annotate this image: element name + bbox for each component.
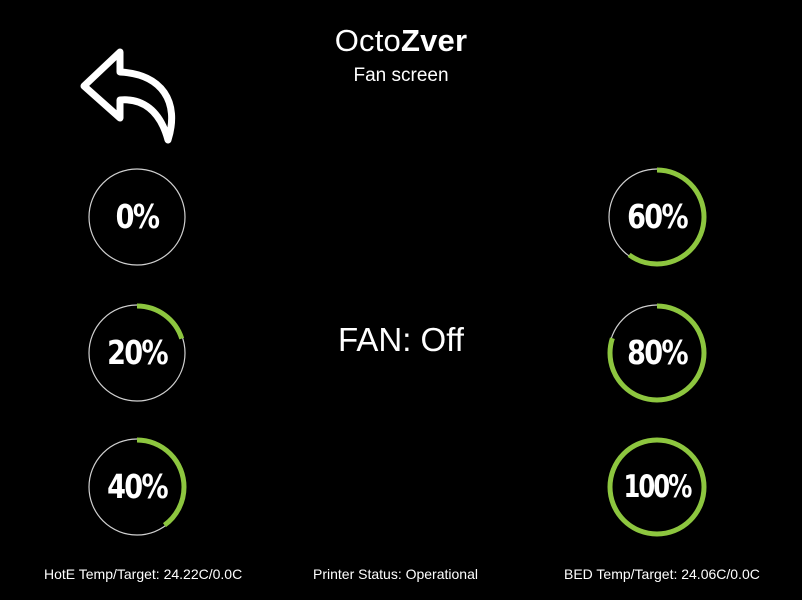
fan-status-text: FAN: Off bbox=[338, 321, 464, 358]
progress-ring-icon bbox=[607, 437, 707, 537]
fan-button-label: 100% bbox=[623, 469, 693, 505]
fan-button-label: 60% bbox=[627, 197, 688, 236]
back-button[interactable] bbox=[76, 44, 184, 148]
app-title: OctoZver bbox=[0, 22, 802, 60]
progress-ring-icon bbox=[87, 303, 187, 403]
progress-ring-icon bbox=[607, 303, 707, 403]
fan-button-label: 80% bbox=[627, 333, 688, 372]
fan-20-percent-button[interactable]: 20% bbox=[86, 302, 188, 404]
fan-button-label: 40% bbox=[107, 467, 168, 506]
fan-80-percent-button[interactable]: 80% bbox=[606, 302, 708, 404]
app-title-bold: Zver bbox=[400, 23, 468, 58]
progress-ring-icon bbox=[88, 168, 186, 266]
header: OctoZver Fan screen bbox=[0, 22, 802, 88]
bed-temp-status: BED Temp/Target: 24.06C/0.0C bbox=[564, 566, 760, 582]
fan-60-percent-button[interactable]: 60% bbox=[606, 166, 708, 268]
fan-0-percent-button[interactable]: 0% bbox=[86, 166, 188, 268]
back-arrow-icon bbox=[80, 48, 176, 144]
progress-ring-icon bbox=[87, 437, 187, 537]
fan-40-percent-button[interactable]: 40% bbox=[86, 436, 188, 538]
printer-status: Printer Status: Operational bbox=[313, 566, 478, 582]
fan-100-percent-button[interactable]: 100% bbox=[606, 436, 708, 538]
hotend-temp-status: HotE Temp/Target: 24.22C/0.0C bbox=[44, 566, 243, 582]
progress-ring-icon bbox=[607, 167, 707, 267]
fan-button-label: 20% bbox=[107, 333, 168, 372]
fan-button-label: 0% bbox=[115, 197, 160, 236]
app-title-regular: Octo bbox=[334, 23, 401, 58]
screen-subtitle: Fan screen bbox=[353, 65, 449, 86]
